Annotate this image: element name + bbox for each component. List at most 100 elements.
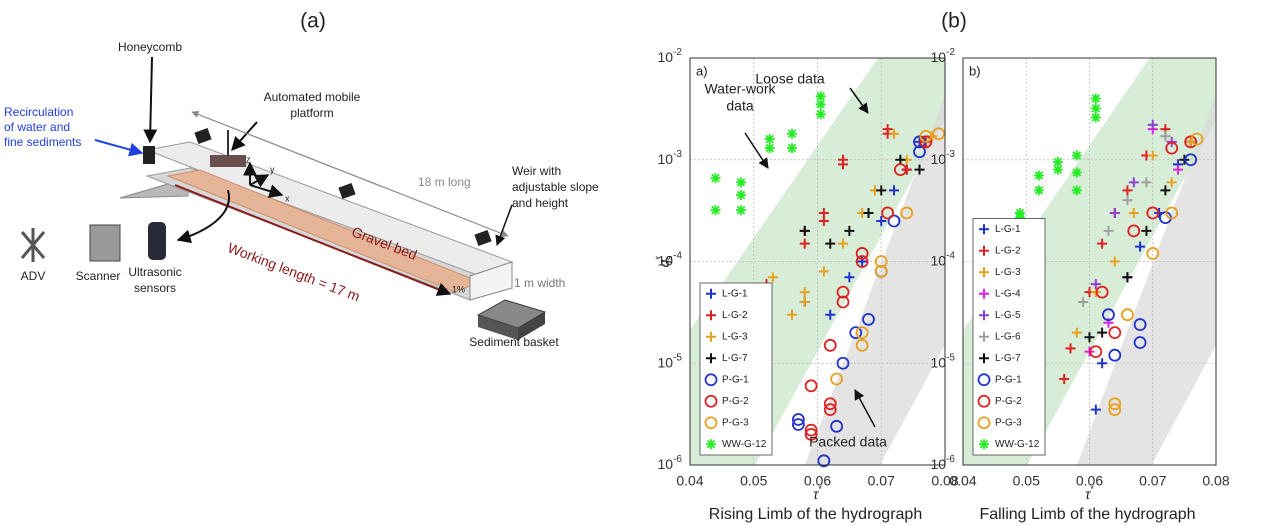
- data-point: [1165, 141, 1179, 155]
- legend-marker: [979, 245, 989, 256]
- x-axis-label: τ*: [1085, 484, 1094, 501]
- data-point: [1102, 308, 1115, 322]
- diagram-label: Automated mobile: [264, 90, 361, 104]
- y-tick-base: 10: [658, 354, 674, 370]
- data-point: [1084, 332, 1095, 343]
- legend-marker: [979, 288, 989, 299]
- flume-diagram: [20, 56, 547, 340]
- x-tick-label: 0.04: [949, 473, 976, 489]
- legend-label: L-G-3: [995, 267, 1021, 278]
- data-point: [1122, 195, 1133, 206]
- data-point: [1014, 212, 1025, 223]
- legend-label: WW-G-12: [995, 439, 1040, 450]
- data-point: [1090, 93, 1101, 104]
- y-tick-base: 10: [931, 252, 947, 268]
- data-point: [838, 159, 848, 170]
- data-point: [736, 177, 746, 188]
- legend-label: L-G-2: [722, 310, 748, 321]
- data-point: [791, 413, 805, 426]
- y-tick-exponent: -3: [673, 149, 682, 160]
- x-axis-label-sup: *: [1090, 484, 1094, 494]
- data-point: [825, 238, 836, 249]
- diagram-label: Scanner: [76, 269, 121, 283]
- legend-label: L-G-1: [995, 224, 1021, 235]
- diagram-label: ADV: [21, 269, 46, 283]
- annotation: Water-work: [704, 81, 776, 97]
- data-point: [823, 403, 837, 417]
- legend-label: P-G-2: [995, 396, 1022, 407]
- data-point: [799, 238, 810, 249]
- diagram-label: fine sediments: [4, 135, 81, 149]
- data-point: [736, 205, 746, 216]
- sediment-basket-side: [478, 315, 518, 340]
- data-point: [830, 372, 844, 386]
- subtitle: Falling Limb of the hydrograph: [979, 506, 1195, 523]
- y-axis-label-sub: s: [664, 255, 674, 260]
- data-point: [1071, 185, 1082, 196]
- annotation-arrow: [744, 132, 769, 169]
- data-point: [804, 427, 818, 441]
- legend-marker: [979, 353, 989, 364]
- y-tick-exponent: -6: [673, 454, 682, 465]
- x-tick-label: 0.05: [740, 473, 767, 489]
- data-point: [1166, 177, 1177, 188]
- data-point: [1108, 403, 1122, 417]
- data-point: [1090, 404, 1101, 415]
- honeycomb-arrow: [143, 56, 158, 144]
- y-axis-label-base: q: [656, 259, 672, 267]
- y-tick-base: 10: [931, 456, 947, 472]
- data-point: [823, 397, 837, 411]
- legend-marker: [979, 310, 989, 321]
- adv-icon: [20, 228, 46, 262]
- annotation-arrow: [854, 389, 876, 428]
- legend-label: L-G-5: [995, 310, 1021, 321]
- y-tick-exponent: -5: [673, 352, 682, 363]
- x-tick-label: 0.07: [1139, 473, 1166, 489]
- y-tick-base: 10: [658, 150, 674, 166]
- legend-label: WW-G-12: [722, 439, 767, 450]
- data-point: [1059, 374, 1070, 385]
- legend-marker: [979, 224, 989, 235]
- annotation: Loose data: [755, 71, 824, 87]
- data-point: [787, 309, 797, 320]
- legend-label: L-G-3: [722, 331, 748, 342]
- data-point: [1173, 164, 1184, 175]
- data-point: [799, 296, 810, 307]
- data-point: [1133, 336, 1147, 349]
- length-arrow: [191, 111, 509, 237]
- diagram-label: Sediment basket: [469, 335, 559, 349]
- data-point: [817, 454, 831, 468]
- data-point: [862, 312, 875, 326]
- recirculation-arrow: [94, 139, 144, 157]
- data-point: [919, 135, 933, 149]
- y-tick-label: 10-2: [931, 47, 956, 65]
- data-point: [815, 109, 826, 120]
- y-tick-label: 10-6: [931, 454, 956, 472]
- ultrasonic-icon: [148, 222, 166, 260]
- data-point: [889, 128, 899, 139]
- data-point: [889, 185, 899, 196]
- y-tick-base: 10: [658, 456, 674, 472]
- legend-marker: [706, 310, 716, 321]
- legend-marker: [979, 439, 989, 450]
- y-tick-label: 10-6: [658, 454, 683, 472]
- data-point: [863, 207, 874, 218]
- platform: [210, 155, 246, 167]
- x-tick-label: 0.08: [1202, 473, 1229, 489]
- data-point: [855, 255, 869, 268]
- legend-marker: [977, 394, 991, 408]
- data-point: [1108, 326, 1122, 340]
- axis-letter: x: [285, 193, 290, 203]
- data-point: [895, 154, 906, 165]
- data-point: [791, 418, 805, 431]
- data-point: [844, 272, 855, 283]
- sensor-arrow: [176, 189, 231, 244]
- data-point: [1190, 132, 1204, 146]
- data-point: [818, 266, 829, 277]
- data-point: [1089, 345, 1103, 359]
- data-point: [815, 99, 826, 110]
- scanner-icon: [89, 224, 121, 262]
- axis-letter: y: [270, 164, 275, 174]
- data-point: [849, 326, 863, 340]
- y-tick-label: 10-3: [658, 149, 683, 167]
